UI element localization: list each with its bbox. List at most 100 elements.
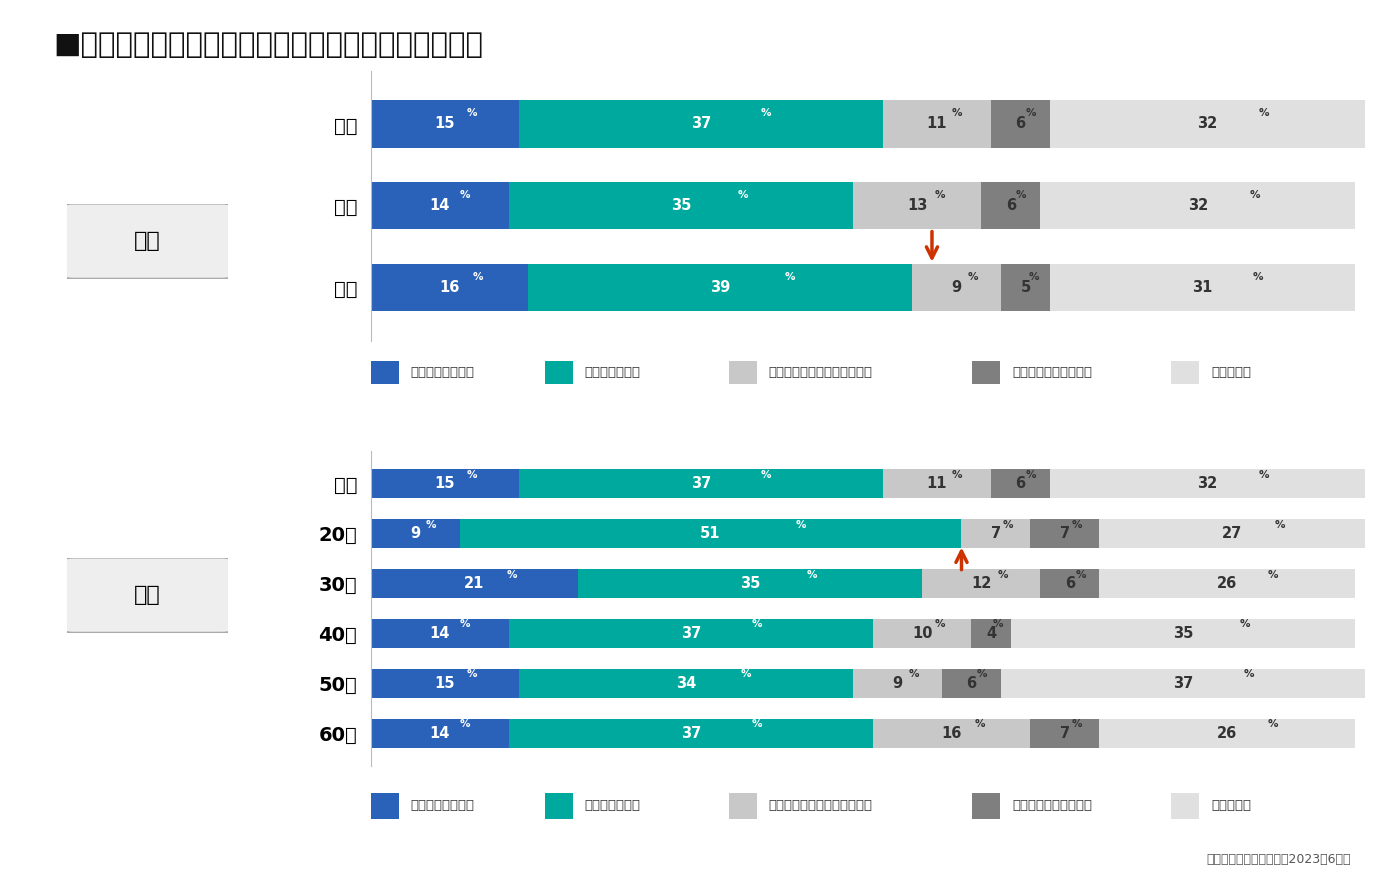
Text: とても重視したい: とても重視したい [410,366,475,379]
Text: %: % [1072,519,1082,529]
Text: %: % [1259,470,1270,480]
Text: 32: 32 [1187,198,1208,213]
Text: %: % [1249,190,1260,200]
Text: 15: 15 [434,676,455,690]
Text: 35: 35 [739,576,760,591]
Text: %: % [752,720,762,729]
Text: %: % [1268,720,1278,729]
Text: %: % [1029,272,1040,282]
Bar [913,264,1001,312]
Text: 14: 14 [430,198,449,213]
Text: 7: 7 [991,527,1001,541]
Text: 4: 4 [986,626,995,641]
Text: 35: 35 [1173,626,1193,641]
Text: %: % [951,470,962,480]
Bar [1099,519,1365,548]
Text: 37: 37 [680,726,701,741]
Bar [371,669,518,697]
Text: %: % [1026,108,1036,119]
Text: %: % [752,620,762,629]
Text: 14: 14 [430,626,449,641]
Text: 7: 7 [1060,726,1070,741]
Bar [371,182,508,229]
Text: 当社による調査データ（2023年6月）: 当社による調査データ（2023年6月） [1207,852,1351,866]
Bar [518,669,853,697]
Text: とても重視したい: とても重視したい [410,799,475,812]
Bar [853,669,942,697]
Text: 6: 6 [1015,117,1026,132]
Text: 21: 21 [465,576,484,591]
Text: 35: 35 [671,198,692,213]
Text: 11: 11 [927,476,948,491]
Bar [508,182,853,229]
Bar [942,669,1001,697]
Text: %: % [1075,570,1085,580]
Text: 6: 6 [1005,198,1016,213]
Text: %: % [762,108,771,119]
Text: 5: 5 [1021,280,1030,295]
Text: %: % [466,108,476,119]
Bar [729,793,756,820]
Text: %: % [1243,669,1254,680]
Text: わからない: わからない [1211,799,1252,812]
Bar [518,469,883,498]
Bar [1030,519,1099,548]
Bar [883,100,991,148]
Text: 37: 37 [690,476,711,491]
Text: %: % [1026,470,1036,480]
Text: 9: 9 [892,676,903,690]
Text: %: % [935,190,945,200]
Text: %: % [1268,570,1278,580]
Bar [1030,719,1099,748]
Text: %: % [997,570,1008,580]
Bar [371,519,459,548]
Text: 26: 26 [1217,726,1238,741]
Bar [371,264,528,312]
Bar [371,719,508,748]
Text: 51: 51 [700,527,721,541]
Text: 9: 9 [952,280,962,295]
FancyBboxPatch shape [60,558,235,633]
Text: %: % [738,190,748,200]
Text: %: % [466,470,476,480]
Text: %: % [795,519,806,529]
Text: ■就職・転職者の「職場のウェルビーイング」重視度: ■就職・転職者の「職場のウェルビーイング」重視度 [53,31,483,59]
Bar [1099,569,1355,598]
Text: 27: 27 [1222,527,1242,541]
Text: %: % [993,620,1004,629]
Bar [528,264,913,312]
Text: %: % [466,669,476,680]
Text: %: % [741,669,752,680]
Text: %: % [909,669,918,680]
Text: %: % [473,272,483,282]
Bar [371,569,578,598]
Bar [1011,619,1355,648]
Bar [991,469,1050,498]
Bar [729,361,756,384]
Bar [545,361,573,384]
Bar [371,361,399,384]
Text: 7: 7 [1060,527,1070,541]
Bar [1099,719,1355,748]
Text: 12: 12 [972,576,991,591]
Bar [1040,182,1355,229]
Text: あまり重視したいと思わない: あまり重視したいと思わない [769,366,872,379]
Bar [991,100,1050,148]
Text: %: % [459,620,470,629]
Text: 重視したいと思わない: 重視したいと思わない [1012,366,1092,379]
Text: %: % [1275,519,1285,529]
Bar [459,519,962,548]
Text: 37: 37 [1173,676,1193,690]
Text: %: % [784,272,795,282]
Text: %: % [1002,519,1014,529]
Text: 34: 34 [676,676,696,690]
Bar [1001,264,1050,312]
Text: %: % [977,669,987,680]
Text: わからない: わからない [1211,366,1252,379]
Text: 32: 32 [1197,476,1218,491]
Text: 6: 6 [966,676,976,690]
Bar [1001,669,1365,697]
Text: 重視したいと思わない: 重視したいと思わない [1012,799,1092,812]
Text: %: % [762,470,771,480]
Text: 26: 26 [1217,576,1238,591]
